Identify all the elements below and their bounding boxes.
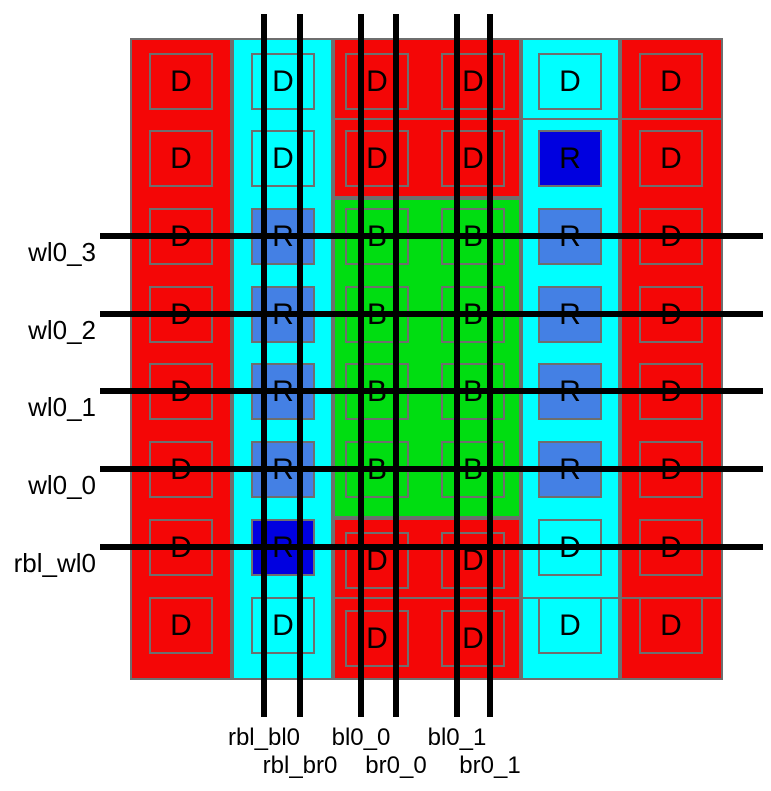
array-cell-dummy-r7c4: D <box>441 532 505 589</box>
cell-letter: D <box>559 608 581 642</box>
cell-letter: D <box>366 64 388 98</box>
array-cell-dummy-r8c6: D <box>639 597 703 654</box>
cell-letter: D <box>366 621 388 655</box>
wordline-rbl_wl0 <box>100 544 763 550</box>
bitline-br0_0 <box>393 14 399 717</box>
array-cell-dummy-r1c3: D <box>345 53 409 110</box>
array-cell-dummy-r1c5: D <box>538 53 602 110</box>
cell-letter: D <box>272 64 294 98</box>
array-cell-dummy-r1c1: D <box>149 53 213 110</box>
cell-letter: D <box>559 64 581 98</box>
array-cell-dummy-r2c2: D <box>251 130 315 187</box>
cell-letter: D <box>660 141 682 175</box>
bitline-rbl_bl0 <box>261 14 267 717</box>
cell-letter: D <box>170 608 192 642</box>
row-separator-top <box>333 118 723 120</box>
wordline-wl0_2 <box>100 311 763 317</box>
wordline-label-wl0_3: wl0_3 <box>28 237 96 267</box>
cell-letter: D <box>272 608 294 642</box>
cell-letter: D <box>272 141 294 175</box>
cell-letter: D <box>660 608 682 642</box>
array-cell-dummy-r8c5: D <box>538 597 602 654</box>
cell-letter: D <box>462 621 484 655</box>
bitline-label-br0_0: br0_0 <box>365 752 427 779</box>
array-cell-dummy-r7c3: D <box>345 532 409 589</box>
bitline-label-rbl_bl0: rbl_bl0 <box>227 724 301 751</box>
cell-letter: D <box>170 141 192 175</box>
array-cell-dummy-r8c3: D <box>345 610 409 667</box>
wordline-label-wl0_2: wl0_2 <box>28 315 96 345</box>
bitline-bl0_0 <box>358 14 364 717</box>
array-cell-dummy-r8c2: D <box>251 597 315 654</box>
row-separator-bottom <box>333 597 723 599</box>
array-cell-dummy-r8c4: D <box>441 610 505 667</box>
array-cell-dummy-r2c6: D <box>639 130 703 187</box>
array-cell-dummy-r1c2: D <box>251 53 315 110</box>
bitline-rbl_br0 <box>297 14 303 717</box>
array-cell-dummy-r1c4: D <box>441 53 505 110</box>
array-cell-dummy-r8c1: D <box>149 597 213 654</box>
cell-letter: R <box>559 141 581 175</box>
cell-letter: D <box>660 64 682 98</box>
wordline-wl0_1 <box>100 388 763 394</box>
wordline-wl0_0 <box>100 466 763 472</box>
array-cell-dummy-r2c4: D <box>441 130 505 187</box>
wordline-label-wl0_1: wl0_1 <box>28 392 96 422</box>
bitline-label-bl0_1: bl0_1 <box>427 724 487 751</box>
bitline-label-rbl_br0: rbl_br0 <box>262 752 338 779</box>
cell-letter: D <box>366 141 388 175</box>
wordline-label-wl0_0: wl0_0 <box>28 470 96 500</box>
array-cell-dummy-r2c3: D <box>345 130 409 187</box>
array-cell-replica_dark-r2c5: R <box>538 130 602 187</box>
bitline-bl0_1 <box>454 14 460 717</box>
cell-letter: D <box>462 543 484 577</box>
cell-letter: D <box>170 64 192 98</box>
bitline-br0_1 <box>487 14 493 717</box>
cell-letter: D <box>366 543 388 577</box>
wordline-wl0_3 <box>100 233 763 239</box>
bitline-label-bl0_0: bl0_0 <box>331 724 391 751</box>
cell-letter: D <box>462 141 484 175</box>
right-dummy-column-region <box>620 38 723 680</box>
array-cell-dummy-r1c6: D <box>639 53 703 110</box>
left-dummy-column-region <box>130 38 232 680</box>
array-cell-dummy-r2c1: D <box>149 130 213 187</box>
bitline-label-br0_1: br0_1 <box>459 752 521 779</box>
wordline-label-rbl_wl0: rbl_wl0 <box>13 548 96 578</box>
cell-letter: D <box>462 64 484 98</box>
